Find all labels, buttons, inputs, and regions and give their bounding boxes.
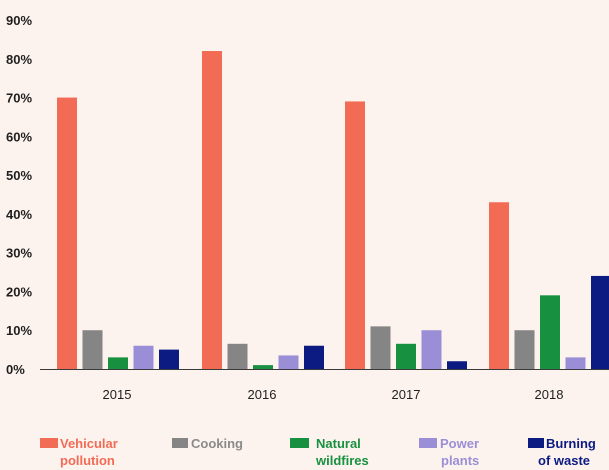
bar-2017-cooking <box>370 326 391 369</box>
legend-swatch <box>528 438 544 448</box>
y-tick-label: 50% <box>6 168 32 183</box>
legend-label-line1: Vehicular <box>60 436 118 451</box>
legend-label-line1: Natural <box>316 436 361 451</box>
bar-2015-natural-wildfires <box>108 357 128 369</box>
bar-2018-natural-wildfires <box>540 295 560 369</box>
y-axis: 0% 10% 20% 30% 40% 50% 60% 70% 80% 90% <box>6 13 32 377</box>
y-tick-label: 30% <box>6 246 32 261</box>
legend: Vehicular pollution Cooking Natural wildfire… <box>40 436 596 468</box>
legend-label-line2: pollution <box>60 453 115 468</box>
legend-item: Natural wildfires <box>290 436 369 468</box>
bar-2015-cooking <box>82 330 103 369</box>
bar-2015-vehicular-pollution <box>57 97 77 370</box>
bar-2017-power-plants <box>421 330 442 369</box>
legend-label-line2: plants <box>441 453 479 468</box>
bar-2017-burning-of-waste <box>447 361 467 369</box>
bar-2015-burning-of-waste <box>159 349 179 369</box>
x-tick-label: 2018 <box>535 387 564 402</box>
legend-swatch <box>40 438 58 448</box>
y-tick-label: 10% <box>6 323 32 338</box>
y-tick-label: 90% <box>6 13 32 28</box>
y-tick-label: 20% <box>6 284 32 299</box>
bar-2018-vehicular-pollution <box>489 202 509 369</box>
bar-2016-power-plants <box>278 355 299 369</box>
legend-swatch <box>290 438 309 448</box>
y-tick-label: 40% <box>6 207 32 222</box>
y-tick-label: 70% <box>6 91 32 106</box>
legend-swatch <box>419 438 437 448</box>
bar-2018-power-plants <box>565 357 586 369</box>
y-tick-label: 0% <box>6 362 25 377</box>
bar-2016-cooking <box>227 343 248 369</box>
x-tick-label: 2015 <box>103 387 132 402</box>
bar-2017-vehicular-pollution <box>345 101 365 369</box>
legend-label-line2: wildfires <box>315 453 369 468</box>
y-tick-label: 60% <box>6 129 32 144</box>
legend-item: Cooking <box>172 436 243 451</box>
bar-2016-vehicular-pollution <box>202 51 222 370</box>
bar-2016-natural-wildfires <box>253 365 273 369</box>
legend-item: Burning of waste <box>528 436 596 468</box>
x-axis: 2015 2016 2017 2018 <box>103 387 564 402</box>
legend-label-line2: of waste <box>538 453 590 468</box>
bar-2017-natural-wildfires <box>396 343 416 369</box>
x-tick-label: 2017 <box>392 387 421 402</box>
legend-item: Vehicular pollution <box>40 436 118 468</box>
legend-label-line1: Cooking <box>191 436 243 451</box>
x-tick-label: 2016 <box>248 387 277 402</box>
bar-2018-cooking <box>514 330 535 369</box>
legend-swatch <box>172 438 188 448</box>
legend-item: Power plants <box>419 436 479 468</box>
bars <box>57 51 609 370</box>
bar-2015-power-plants <box>133 345 154 369</box>
legend-label-line1: Power <box>440 436 479 451</box>
bar-2018-burning-of-waste <box>591 275 609 369</box>
bar-2016-burning-of-waste <box>304 345 324 369</box>
y-tick-label: 80% <box>6 52 32 67</box>
legend-label-line1: Burning <box>546 436 596 451</box>
